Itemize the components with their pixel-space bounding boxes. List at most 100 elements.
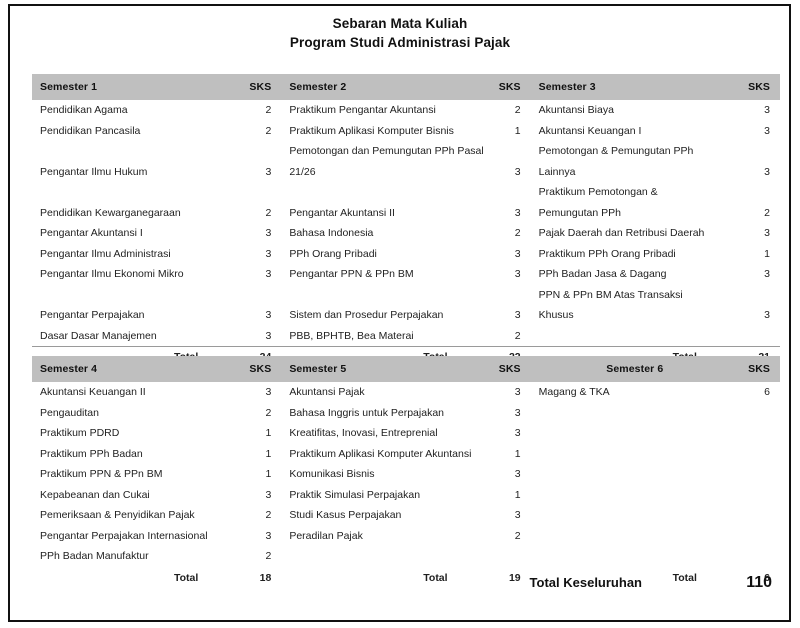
- course-sks: 3: [514, 206, 521, 219]
- column-header-sks-2: SKS: [489, 74, 531, 100]
- table-row: Pengauditan 2 Bahasa Inggris untuk Perpa…: [32, 403, 780, 424]
- course-name: PBB, BPHTB, Bea Materai: [289, 329, 414, 342]
- course-name: Pemotongan & Pemungutan PPh: [538, 145, 694, 157]
- course-sks: 3: [514, 165, 521, 178]
- course-name: Akuntansi Keuangan I: [538, 124, 642, 137]
- course-sks: 3: [265, 227, 272, 239]
- table-row: Akuntansi Keuangan II 3 Akuntansi Pajak …: [32, 382, 780, 403]
- course-sks: 1: [265, 468, 272, 480]
- column-header-sks-1: SKS: [240, 74, 282, 100]
- course-sks: 3: [514, 386, 521, 398]
- course-name: Praktikum PPh Badan: [40, 447, 143, 460]
- column-header-semester-4: Semester 4: [32, 356, 241, 382]
- course-name: Lainnya: [538, 165, 576, 178]
- total-value-semester-5: 19: [508, 571, 521, 584]
- course-sks: 2: [514, 329, 521, 342]
- column-header-semester-6: Semester 6: [530, 356, 739, 382]
- table-row: Pendidikan Kewarganegaraan 2 Pengantar A…: [32, 203, 780, 224]
- course-name: Pengantar Ilmu Hukum: [40, 165, 148, 178]
- course-sks: [490, 182, 531, 203]
- course-sks: 3: [764, 227, 770, 239]
- course-name: 21/26: [289, 165, 316, 178]
- column-header-semester-3: Semester 3: [530, 74, 739, 100]
- course-name: [531, 464, 739, 485]
- table-body: Akuntansi Keuangan II 3 Akuntansi Pajak …: [32, 382, 780, 589]
- course-sks: 3: [764, 124, 770, 137]
- course-name: Kreatifitas, Inovasi, Entreprenial: [289, 427, 438, 439]
- grand-total-row: Total Keseluruhan 110: [32, 574, 780, 592]
- course-name: Khusus: [538, 309, 574, 321]
- course-sks: 3: [265, 309, 272, 321]
- column-header-sks-4: SKS: [240, 356, 282, 382]
- course-name: [281, 546, 489, 567]
- course-sks: 2: [265, 206, 272, 219]
- course-sks: [490, 285, 531, 306]
- course-name: Pendidikan Kewarganegaraan: [40, 206, 181, 219]
- title-line-2: Program Studi Administrasi Pajak: [289, 35, 511, 50]
- course-sks: 3: [265, 268, 272, 280]
- course-name: Pengantar PPN & PPn BM: [289, 268, 414, 280]
- course-name: Akuntansi Keuangan II: [40, 386, 146, 398]
- table-row: Praktikum PPN & PPn BM 1 Komunikasi Bisn…: [32, 464, 780, 485]
- course-name: Studi Kasus Perpajakan: [289, 509, 402, 521]
- course-sks: [739, 526, 780, 547]
- title-line-1: Sebaran Mata Kuliah: [332, 16, 468, 31]
- course-name: [531, 403, 739, 424]
- course-sks: 1: [514, 447, 521, 460]
- course-sks: 3: [764, 309, 770, 321]
- course-name: PPh Orang Pribadi: [289, 247, 377, 260]
- table-row: Pengantar Ilmu Ekonomi Mikro 3 Pengantar…: [32, 264, 780, 285]
- total-value-semester-6: 6: [764, 571, 770, 584]
- course-name: PPN & PPn BM Atas Transaksi: [538, 288, 683, 301]
- table-row: Pengantar Perpajakan 3 Sistem dan Prosed…: [32, 305, 780, 326]
- course-sks: 3: [265, 165, 272, 178]
- course-name: [32, 285, 240, 306]
- semester-table-1-3: Semester 1 SKS Semester 2 SKS Semester 3…: [32, 74, 780, 368]
- course-name: PPh Badan Manufaktur: [40, 550, 149, 562]
- table-row: Praktikum PPh Badan 1 Praktikum Aplikasi…: [32, 444, 780, 465]
- course-name: PPh Badan Jasa & Dagang: [538, 268, 667, 280]
- table-row: Pendidikan Pancasila 2 Praktikum Aplikas…: [32, 121, 780, 142]
- table-row: Dasar Dasar Manajemen 3 PBB, BPHTB, Bea …: [32, 326, 780, 347]
- course-sks: [739, 485, 780, 506]
- column-header-semester-2: Semester 2: [281, 74, 490, 100]
- course-sks: 2: [764, 206, 770, 219]
- course-name: Dasar Dasar Manajemen: [40, 329, 157, 342]
- course-name: Praktikum PDRD: [40, 427, 120, 439]
- course-sks: 3: [265, 529, 272, 542]
- course-sks: [240, 285, 281, 306]
- course-sks: 3: [514, 406, 521, 419]
- table-body: Pendidikan Agama 2 Praktikum Pengantar A…: [32, 100, 780, 368]
- course-name: Pendidikan Agama: [40, 104, 128, 116]
- course-sks: 3: [764, 104, 770, 116]
- course-sks: 6: [764, 386, 770, 398]
- table-row: Praktikum PDRD 1 Kreatifitas, Inovasi, E…: [32, 423, 780, 444]
- course-sks: [739, 546, 780, 567]
- course-name: Bahasa Indonesia: [289, 227, 374, 239]
- course-name: [531, 423, 739, 444]
- course-sks: 3: [514, 468, 521, 480]
- course-sks: [739, 182, 780, 203]
- course-name: Pengantar Perpajakan: [40, 309, 145, 321]
- total-row: Total 18 Total 19 Total 6: [32, 567, 780, 589]
- course-sks: 2: [265, 104, 272, 116]
- course-name: Pengantar Akuntansi I: [40, 227, 143, 239]
- course-name: Pendidikan Pancasila: [40, 124, 141, 137]
- table-row: Pemeriksaan & Penyidikan Pajak 2 Studi K…: [32, 505, 780, 526]
- course-sks: 2: [265, 406, 272, 419]
- course-name: Pemotongan dan Pemungutan PPh Pasal: [289, 145, 484, 157]
- course-sks: 3: [764, 165, 770, 178]
- total-value-semester-4: 18: [259, 571, 272, 584]
- course-name: Pajak Daerah dan Retribusi Daerah: [538, 227, 705, 239]
- table-row: Pemotongan dan Pemungutan PPh Pasal Pemo…: [32, 141, 780, 162]
- course-sks: [240, 182, 281, 203]
- column-header-sks-6: SKS: [738, 356, 780, 382]
- table-row: PPN & PPn BM Atas Transaksi: [32, 285, 780, 306]
- course-name: [531, 444, 739, 465]
- column-header-semester-1: Semester 1: [32, 74, 241, 100]
- table-row: Kepabeanan dan Cukai 3 Praktik Simulasi …: [32, 485, 780, 506]
- course-sks: 1: [514, 488, 521, 501]
- course-name: Magang & TKA: [538, 386, 610, 398]
- course-name: [281, 182, 489, 203]
